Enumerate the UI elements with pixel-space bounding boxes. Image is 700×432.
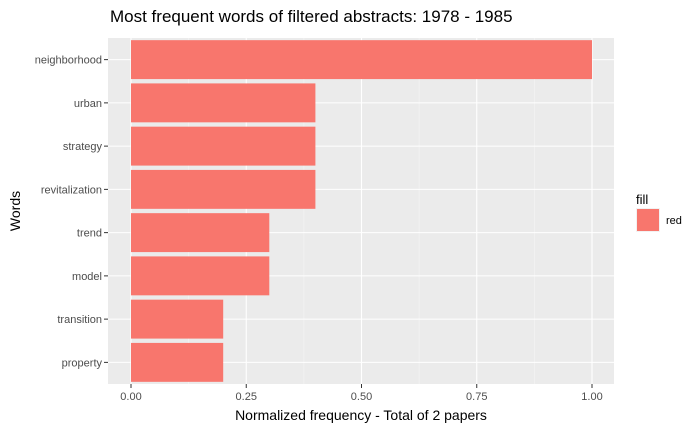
bar-model bbox=[131, 256, 270, 296]
bars bbox=[131, 40, 592, 382]
y-tick-label-transition: transition bbox=[57, 314, 102, 326]
x-tick-label: 0.25 bbox=[236, 391, 257, 403]
x-tick-label: 1.00 bbox=[581, 391, 602, 403]
y-axis-title: Words bbox=[7, 191, 23, 231]
y-tick-label-neighborhood: neighborhood bbox=[35, 55, 102, 67]
bar-urban bbox=[131, 83, 316, 123]
legend-label-red: red bbox=[666, 215, 682, 227]
x-tick-label: 0.00 bbox=[120, 391, 141, 403]
x-tick-label: 0.50 bbox=[351, 391, 372, 403]
bar-property bbox=[131, 342, 224, 382]
y-axis-ticks: neighborhood urban strategy revitalization t… bbox=[35, 55, 108, 369]
chart-title: Most frequent words of filtered abstract… bbox=[110, 7, 513, 26]
legend-swatch-red bbox=[637, 209, 659, 231]
bar-transition bbox=[131, 299, 224, 339]
legend: fill red bbox=[636, 192, 682, 232]
legend-title: fill bbox=[636, 192, 648, 207]
y-tick-label-trend: trend bbox=[77, 228, 102, 240]
bar-revitalization bbox=[131, 169, 316, 209]
bar-trend bbox=[131, 213, 270, 253]
bar-neighborhood bbox=[131, 40, 592, 80]
y-tick-label-urban: urban bbox=[74, 98, 102, 110]
y-tick-label-property: property bbox=[62, 357, 103, 369]
bar-strategy bbox=[131, 126, 316, 166]
y-tick-label-revitalization: revitalization bbox=[41, 184, 102, 196]
y-tick-label-model: model bbox=[72, 271, 102, 283]
x-tick-label: 0.75 bbox=[466, 391, 487, 403]
x-axis-title: Normalized frequency - Total of 2 papers bbox=[235, 407, 487, 423]
x-axis-ticks: 0.00 0.25 0.50 0.75 1.00 bbox=[120, 384, 603, 403]
y-tick-label-strategy: strategy bbox=[63, 141, 103, 153]
